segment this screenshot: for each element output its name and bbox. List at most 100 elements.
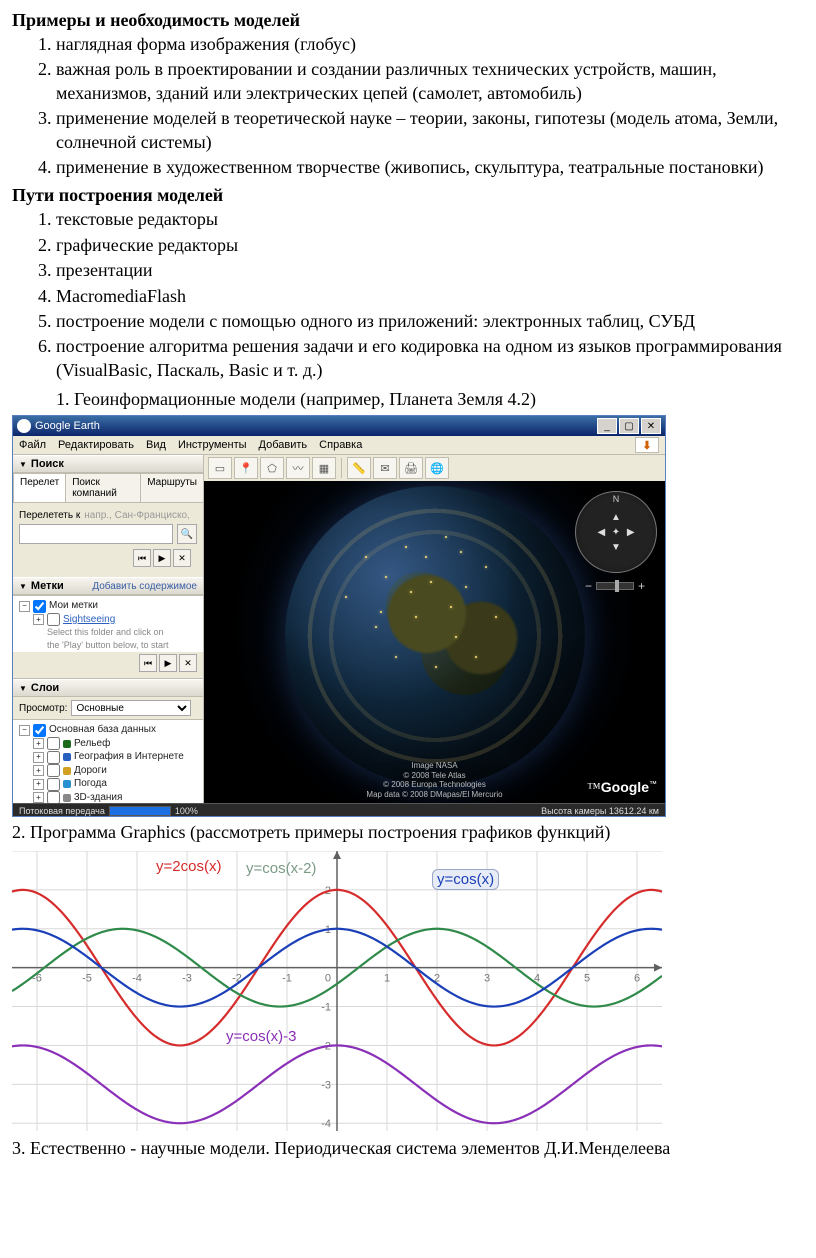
close-button[interactable]: ✕ <box>641 418 661 434</box>
menu-item[interactable]: Справка <box>319 439 362 451</box>
search-tab[interactable]: Поиск компаний <box>65 473 141 502</box>
tool-path-button[interactable]: 〰 <box>286 457 310 479</box>
search-tabs: ПерелетПоиск компанийМаршруты <box>13 473 203 503</box>
clear-button[interactable]: ✕ <box>173 549 191 567</box>
expand-icon[interactable]: + <box>33 765 44 776</box>
search-go-button[interactable]: 🔍 <box>177 524 197 544</box>
tree-item[interactable]: +Погода <box>19 777 197 791</box>
search-tab[interactable]: Маршруты <box>140 473 204 502</box>
tool-print-button[interactable]: 🖨 <box>399 457 423 479</box>
tool-polygon-button[interactable]: ⬠ <box>260 457 284 479</box>
compass-n: N <box>613 494 620 504</box>
list-item: построение алгоритма решения задачи и ег… <box>56 335 804 382</box>
nav-controls[interactable]: N ▲ ◀✦▶ ▼ − + <box>575 491 655 611</box>
tree-label: Sightseeing <box>63 613 115 627</box>
search-tab[interactable]: Перелет <box>13 473 66 502</box>
menu-item[interactable]: Инструменты <box>178 439 247 451</box>
maximize-button[interactable]: ▢ <box>619 418 639 434</box>
tree-checkbox[interactable] <box>33 724 46 737</box>
expand-icon[interactable]: + <box>33 614 44 625</box>
tree-note: Select this folder and click on <box>33 626 197 638</box>
tree-item[interactable]: −Основная база данных <box>19 723 197 737</box>
svg-text:0: 0 <box>325 973 331 985</box>
list-ways: текстовые редакторыграфические редакторы… <box>12 208 804 382</box>
tree-checkbox[interactable] <box>47 737 60 750</box>
zoom-slider[interactable]: − + <box>575 579 655 593</box>
minimize-button[interactable]: _ <box>597 418 617 434</box>
expand-icon[interactable]: + <box>33 738 44 749</box>
play-button[interactable]: ▶ <box>159 654 177 672</box>
tree-label: Рельеф <box>74 737 110 751</box>
compass[interactable]: N ▲ ◀✦▶ ▼ <box>575 491 657 573</box>
menu-item[interactable]: Файл <box>19 439 46 451</box>
tool-overlay-button[interactable]: ▦ <box>312 457 336 479</box>
tree-item[interactable]: +3D-здания <box>19 791 197 804</box>
tool-placemark-button[interactable]: 📍 <box>234 457 258 479</box>
flyto-input[interactable] <box>19 524 173 544</box>
app-icon <box>17 419 31 433</box>
menu-item[interactable]: Редактировать <box>58 439 134 451</box>
flyto-label: Перелететь к <box>19 510 80 521</box>
tree-checkbox[interactable] <box>33 600 46 613</box>
panel-layers-header[interactable]: ▼ Слои <box>13 679 203 697</box>
expand-icon[interactable]: + <box>33 779 44 790</box>
zoom-in-icon[interactable]: + <box>638 579 645 593</box>
tree-checkbox[interactable] <box>47 613 60 626</box>
pan-up-icon[interactable]: ▲ <box>609 510 624 525</box>
clear-button[interactable]: ✕ <box>179 654 197 672</box>
tree-label: 3D-здания <box>74 791 122 804</box>
status-camera: Высота камеры 13612.24 км <box>541 806 659 816</box>
layer-color-icon <box>63 753 71 761</box>
play-prev-button[interactable]: ⏮ <box>139 654 157 672</box>
svg-text:-4: -4 <box>321 1118 331 1130</box>
pan-down-icon[interactable]: ▼ <box>609 540 624 555</box>
tool-hide-sidebar-button[interactable]: ▭ <box>208 457 232 479</box>
add-content-link[interactable]: Добавить содержимое <box>92 581 197 592</box>
zoom-out-icon[interactable]: − <box>585 579 592 593</box>
download-indicator: ⬇ <box>635 437 659 453</box>
expand-icon[interactable]: + <box>33 752 44 763</box>
tool-ruler-button[interactable]: 📏 <box>347 457 371 479</box>
pan-left-icon[interactable]: ◀ <box>594 525 609 540</box>
svg-text:-3: -3 <box>321 1079 331 1091</box>
pan-right-icon[interactable]: ▶ <box>623 525 638 540</box>
main-viewport-area: ▭ 📍 ⬠ 〰 ▦ 📏 ✉ 🖨 🌐 N ▲ <box>204 455 665 803</box>
tree-item[interactable]: + Sightseeing <box>33 613 197 627</box>
tree-item[interactable]: + Рельеф <box>19 737 197 751</box>
layer-color-icon <box>63 740 71 748</box>
tree-checkbox[interactable] <box>47 751 60 764</box>
subitem-geoinfo: 1. Геоинформационные модели (например, П… <box>56 388 804 411</box>
tree-checkbox[interactable] <box>47 778 60 791</box>
tree-checkbox[interactable] <box>47 764 60 777</box>
layers-view-select[interactable]: Основные <box>71 700 191 716</box>
tree-item[interactable]: +Дороги <box>19 764 197 778</box>
curve-label: y=2cos(x) <box>152 857 225 876</box>
menu-item[interactable]: Вид <box>146 439 166 451</box>
svg-text:6: 6 <box>634 973 640 985</box>
expand-icon[interactable]: + <box>33 792 44 803</box>
status-pct: 100% <box>175 806 198 816</box>
list-item: презентации <box>56 259 804 282</box>
collapse-icon: ▼ <box>19 460 27 469</box>
svg-text:-1: -1 <box>321 1001 331 1013</box>
tool-gmaps-button[interactable]: 🌐 <box>425 457 449 479</box>
list-item: важная роль в проектировании и создании … <box>56 58 804 105</box>
panel-places-header[interactable]: ▼ Метки Добавить содержимое <box>13 577 203 595</box>
svg-text:1: 1 <box>384 973 390 985</box>
play-prev-button[interactable]: ⏮ <box>133 549 151 567</box>
tree-item[interactable]: +География в Интернете <box>19 750 197 764</box>
places-tree: − Мои метки + Sightseeing Select this fo… <box>13 595 203 652</box>
tree-item[interactable]: − Мои метки <box>19 599 197 613</box>
expand-icon[interactable]: − <box>19 725 30 736</box>
window-title: Google Earth <box>35 420 100 432</box>
play-button[interactable]: ▶ <box>153 549 171 567</box>
sidebar: ▼ Поиск ПерелетПоиск компанийМаршруты Пе… <box>13 455 204 803</box>
toolbar: ▭ 📍 ⬠ 〰 ▦ 📏 ✉ 🖨 🌐 <box>204 455 665 482</box>
menu-item[interactable]: Добавить <box>259 439 308 451</box>
tree-checkbox[interactable] <box>47 791 60 803</box>
tool-email-button[interactable]: ✉ <box>373 457 397 479</box>
list-item: MacromediaFlash <box>56 285 804 308</box>
panel-search-header[interactable]: ▼ Поиск <box>13 455 203 473</box>
globe-viewport[interactable]: N ▲ ◀✦▶ ▼ − + Image NASA© 2008 Tele Atla… <box>204 481 665 803</box>
expand-icon[interactable]: − <box>19 601 30 612</box>
